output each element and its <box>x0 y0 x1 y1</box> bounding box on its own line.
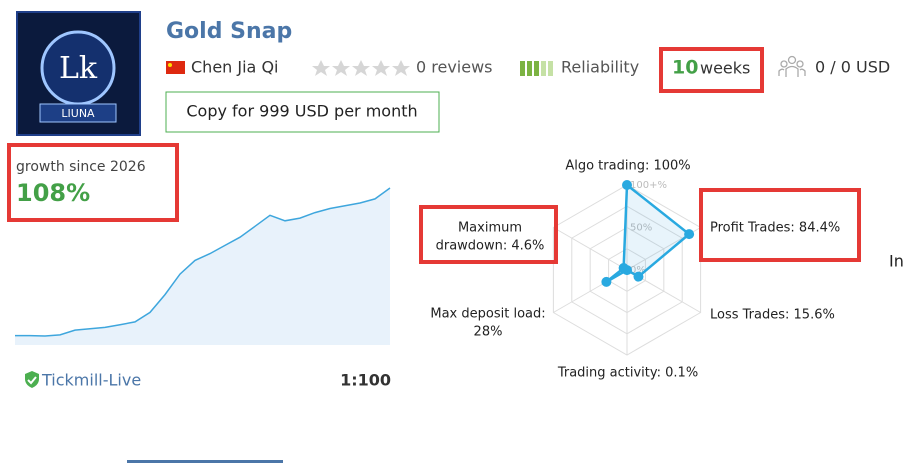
signal-logo: Lk LIUNA <box>16 11 141 136</box>
weeks-unit: weeks <box>700 59 750 78</box>
logo-name: LIUNA <box>61 107 95 120</box>
tab-underline <box>127 460 283 463</box>
radar-axis-label: Profit Trades: 84.4% <box>710 221 840 236</box>
signal-title[interactable]: Gold Snap <box>166 19 292 44</box>
radar-chart: 100+% 50% 0% Algo trading: 100% Profit Trade… <box>430 159 840 381</box>
reliability-bars <box>520 61 553 76</box>
radar-axis-label: 28% <box>474 325 503 340</box>
radar-axis-label: Algo trading: 100% <box>565 159 690 174</box>
radar-spoke <box>553 227 628 271</box>
growth-line <box>15 187 391 337</box>
logo-monogram: Lk <box>59 51 98 86</box>
copy-button-label[interactable]: Copy for 999 USD per month <box>186 102 417 121</box>
radar-point <box>684 229 695 240</box>
radar-axis-label: Trading activity: 0.1% <box>557 366 698 381</box>
radar-ring-label: 100+% <box>630 180 667 191</box>
radar-axis-label: Loss Trades: 15.6% <box>710 308 835 323</box>
leverage: 1:100 <box>340 371 391 390</box>
subscribers: 0 / 0 USD <box>815 58 890 77</box>
growth-label: growth since 2026 <box>16 159 146 175</box>
highlight-box <box>699 188 861 262</box>
radar-ring-label: 0% <box>630 265 646 276</box>
weeks-number: 10 <box>672 57 698 79</box>
radar-point <box>601 276 612 287</box>
radar-ring-label: 50% <box>630 223 652 234</box>
growth-chart <box>15 187 391 345</box>
highlight-box <box>419 205 558 264</box>
author[interactable]: Chen Jia Qi <box>191 58 278 77</box>
subscribers-icon <box>778 55 806 77</box>
broker[interactable]: Tickmill-Live <box>41 371 141 390</box>
highlight-box <box>7 143 179 222</box>
flag <box>166 61 185 74</box>
reliability: Reliability <box>561 58 639 77</box>
growth-value: 108% <box>16 179 90 207</box>
growth-area <box>15 188 390 345</box>
radar-point <box>622 180 632 190</box>
radar-point <box>633 271 644 282</box>
highlight-box <box>659 47 764 93</box>
radar-axis-label: Max deposit load: <box>430 307 545 322</box>
radar-axis-label: Maximum <box>458 221 522 236</box>
cut-text: In <box>889 252 903 271</box>
verified-icon <box>25 371 39 388</box>
radar-axis-label: drawdown: 4.6% <box>436 239 545 254</box>
rating-stars <box>312 60 410 76</box>
copy-button[interactable] <box>165 91 440 133</box>
radar-point <box>618 263 629 274</box>
reviews[interactable]: 0 reviews <box>416 58 493 77</box>
